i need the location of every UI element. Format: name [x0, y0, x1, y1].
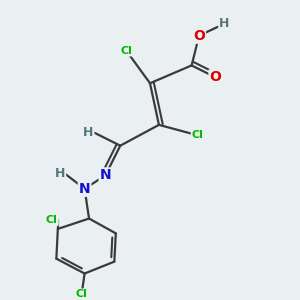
Text: O: O: [209, 70, 221, 84]
Text: H: H: [83, 126, 94, 139]
Text: Cl: Cl: [76, 289, 88, 299]
Text: H: H: [55, 167, 65, 180]
Text: N: N: [100, 168, 111, 182]
Text: Cl: Cl: [120, 46, 132, 56]
Text: Cl: Cl: [192, 130, 203, 140]
Text: H: H: [219, 17, 230, 30]
Text: N: N: [79, 182, 90, 196]
Text: Cl: Cl: [46, 215, 58, 225]
Text: O: O: [193, 29, 205, 43]
